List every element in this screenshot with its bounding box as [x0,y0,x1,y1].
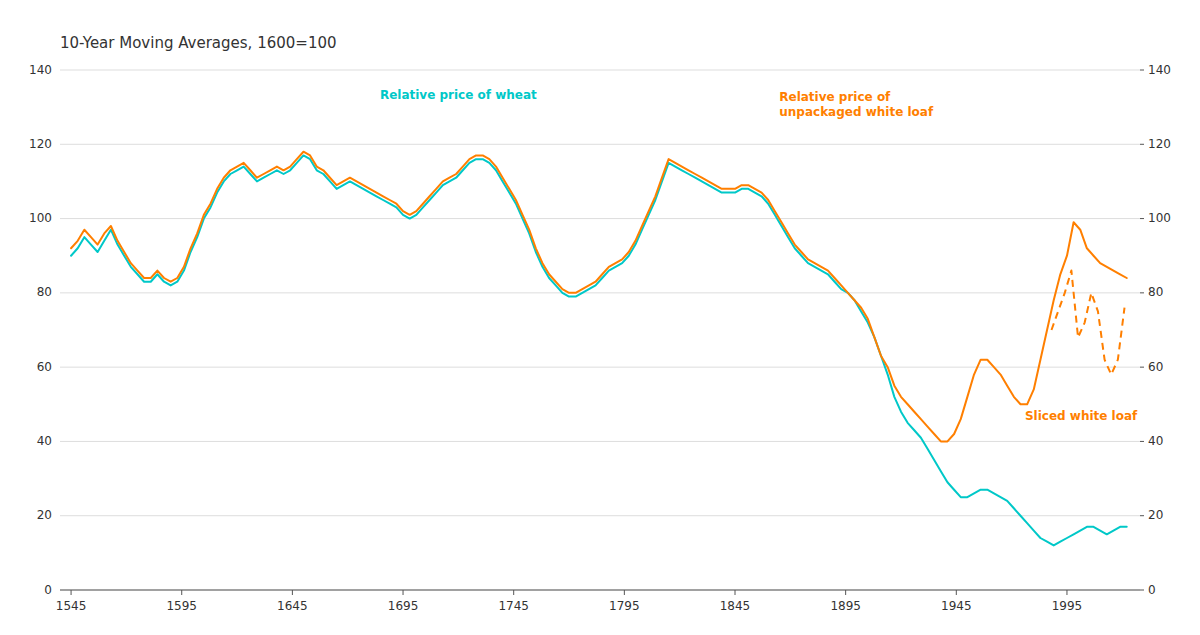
annotation-line: unpackaged white loaf [779,105,934,119]
grid-line [60,144,1140,145]
y-tick-label: 0 [44,583,52,597]
x-tick-label: 1845 [720,599,751,613]
x-tick-label: 1745 [498,599,529,613]
y-tick-label: 40 [37,434,52,448]
x-tick-label: 1645 [277,599,308,613]
y2-tick-label: 100 [1148,211,1171,225]
y2-tick-label: 140 [1148,63,1171,77]
y2-tick [1140,292,1144,293]
grid-line [60,590,1140,591]
y2-tick [1140,70,1144,71]
y2-tick-label: 120 [1148,137,1171,151]
y-tick-label: 80 [37,285,52,299]
y2-tick-label: 80 [1148,285,1163,299]
annotation-line: Relative price of wheat [380,88,537,102]
y2-tick-label: 60 [1148,360,1163,374]
y2-tick [1140,144,1144,145]
y2-tick [1140,367,1144,368]
annotation-line: Sliced white loaf [1025,409,1138,423]
x-tick-label: 1895 [830,599,861,613]
y2-tick [1140,441,1144,442]
title: 10-Year Moving Averages, 1600=100 [60,34,337,52]
x-tick [513,590,514,595]
x-tick-label: 1545 [56,599,87,613]
grid-line [60,441,1140,442]
grid-line [60,292,1140,293]
annotation-line: Relative price of [779,90,891,104]
annotation: Relative price ofunpackaged white loaf [779,90,934,119]
y-tick-label: 120 [29,137,52,151]
x-tick [735,590,736,595]
x-tick [71,590,72,595]
annotation: Relative price of wheat [380,88,537,102]
x-tick [292,590,293,595]
series-line [1051,271,1124,375]
x-tick [956,590,957,595]
y2-tick [1140,218,1144,219]
series-line [71,152,1127,442]
x-tick [845,590,846,595]
y-tick-label: 60 [37,360,52,374]
x-tick [624,590,625,595]
chart-container: 0 20 40 60 80 100 120 140 0 20 40 60 80 100 120 140 1545… [0,0,1200,635]
chart-svg: 0 20 40 60 80 100 120 140 0 20 40 60 80 100 120 140 1545… [0,0,1200,635]
grid-line [60,515,1140,516]
y-tick-label: 20 [37,508,52,522]
plot-area [71,152,1127,546]
x-tick [1066,590,1067,595]
annotation: Sliced white loaf [1025,409,1138,423]
grid-line [60,70,1140,71]
y2-tick [1140,515,1144,516]
x-tick [403,590,404,595]
y2-tick [1140,590,1144,591]
x-axis-line [60,590,1140,591]
y-tick-label: 100 [29,211,52,225]
grid-line [60,218,1140,219]
x-tick-label: 1995 [1052,599,1083,613]
x-tick-label: 1945 [941,599,972,613]
x-tick-label: 1595 [166,599,197,613]
series-line [71,155,1127,545]
y2-tick-label: 40 [1148,434,1163,448]
y2-tick-label: 20 [1148,508,1163,522]
x-tick-label: 1795 [609,599,640,613]
grid [60,70,1140,590]
y-tick-label: 140 [29,63,52,77]
x-tick [181,590,182,595]
x-tick-label: 1695 [388,599,419,613]
y2-tick-label: 0 [1148,583,1156,597]
